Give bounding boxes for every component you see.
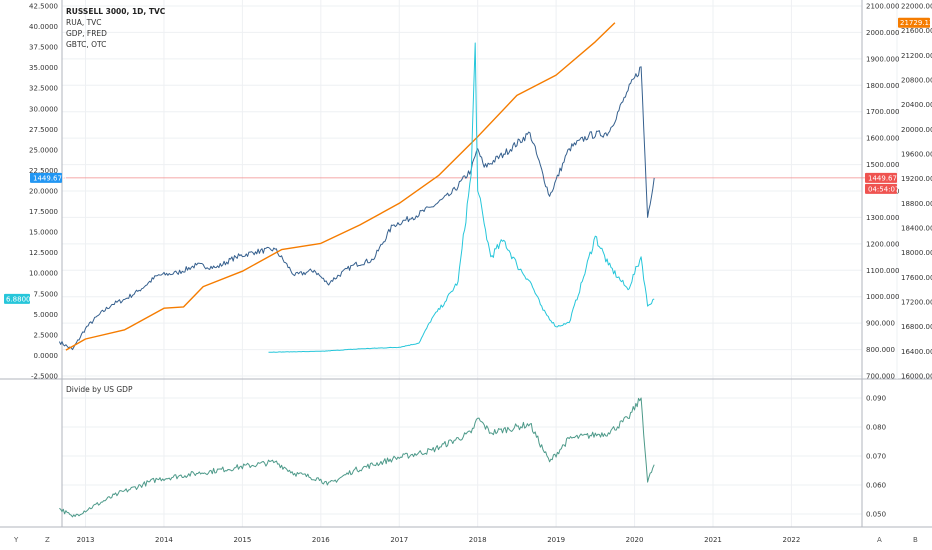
lower-axis-tick: 0.080 xyxy=(866,424,886,432)
outer-axis-tick: 19200.00 xyxy=(901,175,932,183)
inner-right-axis[interactable]: 2100.000 2000.000 1900.000 1800.000 1700.000… xyxy=(866,3,899,381)
series-rua-line[interactable] xyxy=(58,66,655,351)
inner-axis-tick: 2000.000 xyxy=(866,29,899,37)
outer-axis-tick: 18800.00 xyxy=(901,200,932,208)
outer-axis-tick: 19600.00 xyxy=(901,151,932,159)
inner-axis-tick: 800.000 xyxy=(866,346,895,354)
grid xyxy=(62,0,862,527)
outer-axis-tick: 18000.00 xyxy=(901,249,932,257)
gdp-badge: 21729.12 xyxy=(898,17,932,28)
countdown-badge: 04:54:07 xyxy=(865,183,899,194)
outer-axis-tick: 17600.00 xyxy=(901,274,932,282)
left-axis-tick: 17.5000 xyxy=(29,208,58,216)
outer-axis-tick: 16800.00 xyxy=(901,323,932,331)
left-axis-tick: 27.5000 xyxy=(29,126,58,134)
left-axis[interactable]: 42.5000 40.0000 37.5000 35.0000 32.5000 30.00… xyxy=(29,3,58,381)
lower-axis-tick: 0.070 xyxy=(866,453,886,461)
time-axis-tick: 2013 xyxy=(77,536,95,544)
right-price-badge-text: 1449.676 xyxy=(868,174,902,182)
outer-axis-tick: 16000.00 xyxy=(901,373,932,381)
lower-pane-axis[interactable]: 0.090 0.080 0.070 0.060 0.050 xyxy=(866,395,886,519)
left-price-badge-text: 1449.676 xyxy=(33,174,67,182)
left-axis-tick: 42.5000 xyxy=(29,3,58,11)
inner-axis-tick: 1100.000 xyxy=(866,267,899,275)
left-axis-tick: 37.5000 xyxy=(29,44,58,52)
left-axis-tick: 20.0000 xyxy=(29,188,58,196)
time-axis-tick: 2017 xyxy=(390,536,408,544)
time-axis-tick: 2022 xyxy=(782,536,800,544)
outer-axis-tick: 16400.00 xyxy=(901,348,932,356)
inner-axis-tick: 1900.000 xyxy=(866,55,899,63)
left-axis-tick: 2.5000 xyxy=(34,331,59,339)
left-axis-tick: 40.0000 xyxy=(29,23,58,31)
log-scale-y-button[interactable]: Y xyxy=(13,536,19,544)
left-gbtc-badge-text: 6.8800 xyxy=(6,295,31,303)
lower-axis-tick: 0.090 xyxy=(866,395,886,403)
left-axis-tick: 0.0000 xyxy=(34,352,59,360)
lower-axis-tick: 0.050 xyxy=(866,511,886,519)
left-axis-tick: 32.5000 xyxy=(29,85,58,93)
left-axis-tick: 5.0000 xyxy=(34,311,59,319)
inner-axis-tick: 1000.000 xyxy=(866,293,899,301)
time-axis-tick: 2015 xyxy=(233,536,251,544)
legend-item-gdp[interactable]: GDP, FRED xyxy=(66,29,107,38)
time-axis[interactable]: 2013 2014 2015 2016 2017 2018 2019 2020 2021 2022 xyxy=(77,536,801,544)
inner-axis-tick: 1800.000 xyxy=(866,82,899,90)
left-axis-tick: 15.0000 xyxy=(29,229,58,237)
left-axis-tick: 12.5000 xyxy=(29,249,58,257)
left-gbtc-badge: 6.8800 xyxy=(4,293,31,304)
left-axis-tick: 22.5000 xyxy=(29,167,58,175)
time-axis-tick: 2020 xyxy=(626,536,644,544)
lower-axis-tick: 0.060 xyxy=(866,482,886,490)
time-axis-tick: 2021 xyxy=(704,536,722,544)
time-axis-tick: 2019 xyxy=(547,536,565,544)
inner-axis-tick: 1600.000 xyxy=(866,135,899,143)
left-axis-tick: 30.0000 xyxy=(29,105,58,113)
gdp-badge-text: 21729.12 xyxy=(900,19,932,27)
b-button[interactable]: B xyxy=(913,536,918,544)
left-axis-tick: 35.0000 xyxy=(29,64,58,72)
time-axis-tick: 2014 xyxy=(155,536,173,544)
time-axis-tick: 2016 xyxy=(312,536,330,544)
inner-axis-tick: 1700.000 xyxy=(866,108,899,116)
series-layer xyxy=(58,22,655,518)
inner-axis-tick: 700.000 xyxy=(866,373,895,381)
time-axis-tick: 2018 xyxy=(469,536,487,544)
inner-axis-tick: 1500.000 xyxy=(866,161,899,169)
inner-axis-tick: 1200.000 xyxy=(866,240,899,248)
outer-axis-tick: 21600.00 xyxy=(901,27,932,35)
series-gbtc-line[interactable] xyxy=(268,42,655,353)
left-axis-tick: 25.0000 xyxy=(29,146,58,154)
right-price-badge: 1449.676 xyxy=(865,172,902,183)
inner-axis-tick: 1300.000 xyxy=(866,214,899,222)
left-axis-tick: -2.5000 xyxy=(31,373,58,381)
outer-axis-tick: 20400.00 xyxy=(901,101,932,109)
outer-axis-tick: 20800.00 xyxy=(901,77,932,85)
left-axis-tick: 10.0000 xyxy=(29,270,58,278)
series-ratio-line[interactable] xyxy=(59,397,655,518)
series-gdp-line[interactable] xyxy=(65,22,616,351)
legend-item-gbtc[interactable]: GBTC, OTC xyxy=(66,40,106,49)
auto-scale-a-button[interactable]: A xyxy=(877,536,882,544)
inner-axis-tick: 2100.000 xyxy=(866,3,899,11)
outer-right-axis[interactable]: 22000.00 21600.00 21200.00 20800.00 20400.00… xyxy=(901,3,932,381)
legend-item-rua[interactable]: RUA, TVC xyxy=(66,18,102,27)
outer-axis-tick: 21200.00 xyxy=(901,52,932,60)
left-axis-tick: 7.5000 xyxy=(34,290,59,298)
inner-axis-tick: 900.000 xyxy=(866,320,895,328)
zoom-z-button[interactable]: Z xyxy=(45,536,50,544)
outer-axis-tick: 20000.00 xyxy=(901,126,932,134)
legend-title[interactable]: RUSSELL 3000, 1D, TVC xyxy=(66,7,166,16)
lower-pane-label[interactable]: Divide by US GDP xyxy=(66,385,133,394)
outer-axis-tick: 18400.00 xyxy=(901,225,932,233)
countdown-badge-text: 04:54:07 xyxy=(868,185,899,193)
left-price-badge: 1449.676 xyxy=(30,172,67,183)
outer-axis-tick: 22000.00 xyxy=(901,3,932,11)
outer-axis-tick: 17200.00 xyxy=(901,299,932,307)
